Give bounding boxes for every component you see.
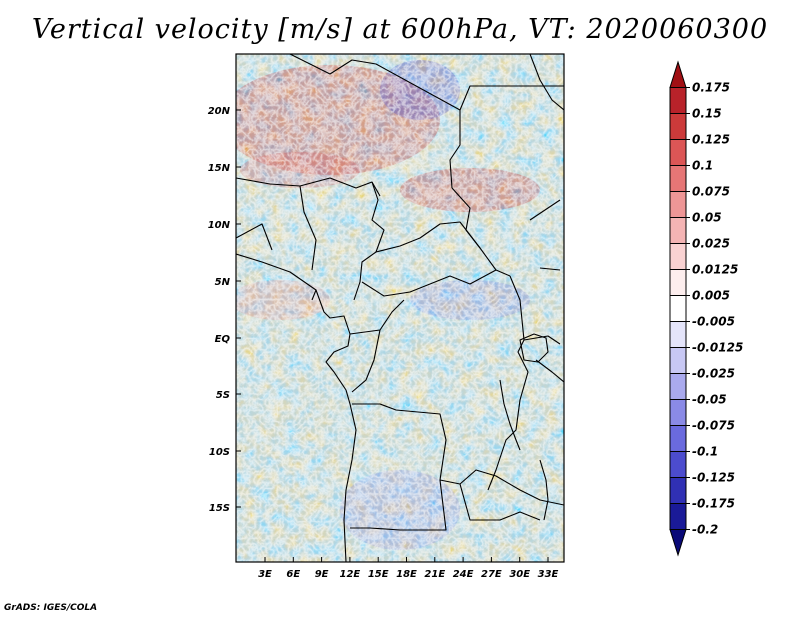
colorbar-segment — [669, 321, 687, 348]
lon-label: 24E — [453, 569, 474, 580]
colorbar-label: -0.075 — [692, 419, 735, 433]
latitude-labels: 20N 15N 10N 5N EQ 5S 10S 15S — [208, 106, 231, 514]
colorbar-labels: 0.175 0.15 0.125 0.1 0.075 0.05 0.025 0.0125 0.0… — [692, 81, 743, 537]
colorbar-label: 0.0125 — [692, 263, 738, 277]
lon-label: 6E — [286, 569, 300, 580]
colorbar-label: 0.15 — [692, 107, 722, 121]
longitude-labels: 3E 6E 9E 12E 15E 18E 21E 24E 27E 30E 33E — [258, 569, 558, 580]
colorbar-top-arrow — [669, 60, 687, 88]
colorbar-segment — [669, 269, 687, 296]
colorbar-segment — [669, 165, 687, 192]
colorbar-segment — [669, 191, 687, 218]
lon-label: 3E — [258, 569, 272, 580]
lat-label: 20N — [208, 106, 231, 117]
colorbar-bottom-arrow — [669, 529, 687, 557]
lat-label: 15N — [208, 163, 231, 174]
colorbar — [669, 60, 690, 557]
colorbar-label: -0.0125 — [692, 341, 743, 355]
axis-ticks — [236, 109, 549, 562]
colorbar-label: -0.1 — [692, 445, 718, 459]
colorbar-label: 0.075 — [692, 185, 730, 199]
lat-label: 5S — [216, 390, 230, 401]
colorbar-segment — [669, 87, 687, 114]
velocity-field — [236, 54, 564, 562]
colorbar-label: 0.025 — [692, 237, 730, 251]
colorbar-label: -0.125 — [692, 471, 735, 485]
colorbar-segment — [669, 243, 687, 270]
colorbar-segment — [669, 399, 687, 426]
colorbar-segment — [669, 425, 687, 452]
colorbar-label: -0.005 — [692, 315, 735, 329]
colorbar-segment — [669, 373, 687, 400]
lat-label: EQ — [215, 334, 231, 345]
colorbar-label: 0.125 — [692, 133, 730, 147]
colorbar-segment — [669, 295, 687, 322]
colorbar-segment — [669, 217, 687, 244]
colorbar-segment — [669, 477, 687, 504]
lon-label: 15E — [368, 569, 389, 580]
lon-label: 12E — [340, 569, 361, 580]
lat-label: 10S — [209, 447, 230, 458]
lat-label: 15S — [209, 503, 230, 514]
map-title: Vertical velocity [m/s] at 600hPa, VT: 2… — [31, 14, 769, 45]
colorbar-segment — [669, 113, 687, 140]
colorbar-label: -0.05 — [692, 393, 727, 407]
colorbar-label: -0.2 — [692, 523, 718, 537]
colorbar-label: -0.025 — [692, 367, 735, 381]
lat-label: 5N — [215, 277, 231, 288]
colorbar-segment — [669, 347, 687, 374]
colorbar-label: 0.05 — [692, 211, 722, 225]
colorbar-label: -0.175 — [692, 497, 735, 511]
lon-label: 9E — [315, 569, 329, 580]
grads-credit: GrADS: IGES/COLA — [4, 603, 98, 613]
colorbar-label: 0.005 — [692, 289, 730, 303]
colorbar-label: 0.1 — [692, 159, 713, 173]
colorbar-segment — [669, 451, 687, 478]
map-frame — [235, 53, 565, 563]
lon-label: 30E — [509, 569, 530, 580]
lon-label: 27E — [481, 569, 502, 580]
colorbar-segment — [669, 503, 687, 530]
colorbar-label: 0.175 — [692, 81, 730, 95]
lon-label: 18E — [396, 569, 417, 580]
colorbar-segment — [669, 139, 687, 166]
lon-label: 21E — [424, 569, 445, 580]
lon-label: 33E — [538, 569, 559, 580]
country-borders — [236, 54, 564, 562]
lat-label: 10N — [208, 220, 231, 231]
